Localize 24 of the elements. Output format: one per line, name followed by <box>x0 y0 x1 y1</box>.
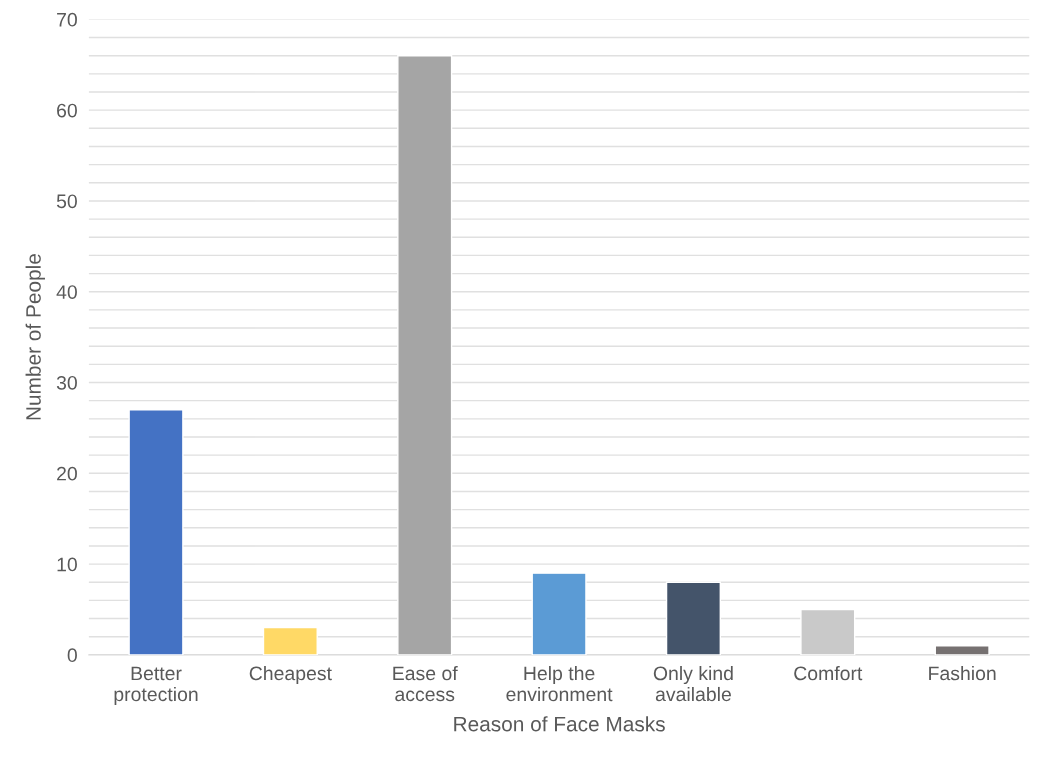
y-tick-label: 10 <box>57 557 77 572</box>
bar <box>934 645 990 655</box>
bar <box>262 626 318 655</box>
bar <box>128 409 184 655</box>
y-axis-title: Number of People <box>25 254 45 420</box>
x-axis-title: Reason of Face Masks <box>454 716 665 732</box>
y-tick-label: 60 <box>57 103 77 118</box>
y-tick-label: 20 <box>57 466 77 481</box>
x-tick-label: Help the environment <box>506 665 613 702</box>
y-tick-label: 40 <box>56 285 77 299</box>
bar <box>800 608 856 655</box>
x-tick-label: Ease of access <box>393 666 458 702</box>
x-tick-label: Better protection <box>114 666 198 706</box>
bar <box>531 572 587 655</box>
x-tick-label: Fashion <box>929 665 996 681</box>
x-tick-label: Cheapest <box>249 665 332 685</box>
x-tick-label: Comfort <box>794 666 863 681</box>
y-tick-label: 30 <box>56 375 77 390</box>
x-tick-label: Only kind available <box>653 665 733 702</box>
y-tick-label: 70 <box>57 12 77 27</box>
bar <box>397 54 453 655</box>
y-tick-label: 0 <box>67 648 77 663</box>
bar <box>665 581 721 655</box>
y-tick-label: 50 <box>56 194 77 209</box>
